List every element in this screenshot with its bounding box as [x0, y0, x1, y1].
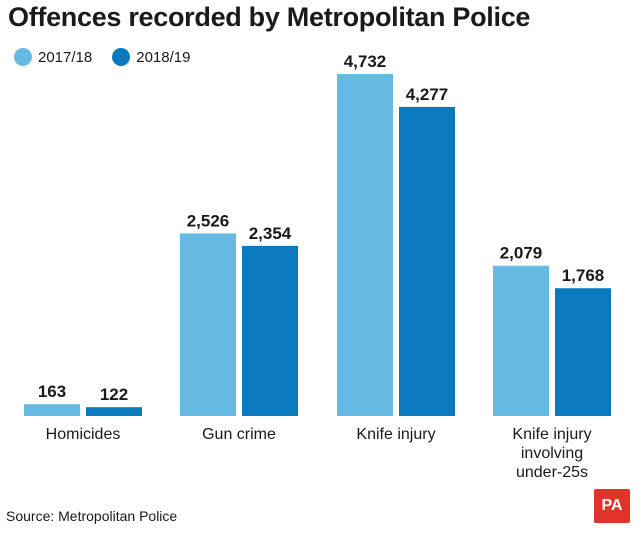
category-label-3-2: under-25s [516, 464, 588, 481]
legend-item-2018-19: 2018/19 [112, 48, 190, 66]
category-label-1-0: Gun crime [202, 426, 276, 443]
data-label-2-0: 4,732 [344, 52, 387, 71]
bar-0-0 [24, 404, 80, 416]
bar-3-0 [493, 265, 549, 416]
legend-label-2018-19: 2018/19 [136, 48, 191, 66]
source-note: Source: Metropolitan Police [6, 508, 178, 524]
legend-swatch-2018-19 [112, 48, 131, 66]
legend-label-2017-18: 2017/18 [38, 48, 93, 66]
data-label-0-0: 163 [38, 382, 66, 401]
category-label-3-0: Knife injury [512, 426, 591, 443]
bar-2-0 [337, 74, 393, 416]
bar-2-1 [399, 106, 455, 416]
bar-3-1 [555, 288, 611, 416]
data-label-1-0: 2,526 [187, 211, 230, 230]
category-label-0-0: Homicides [46, 426, 121, 443]
data-label-1-1: 2,354 [249, 224, 292, 243]
data-label-2-1: 4,277 [406, 85, 449, 104]
legend-swatch-2017-18 [14, 48, 32, 66]
legend-item-2017-18: 2017/18 [14, 48, 92, 66]
data-label-0-1: 122 [100, 385, 128, 404]
pa-logo: PA [594, 489, 630, 523]
data-label-3-0: 2,079 [500, 244, 543, 263]
chart-title: Offences recorded by Metropolitan Police [8, 2, 531, 32]
bar-0-1 [86, 407, 142, 416]
legend: 2017/18 2018/19 [14, 48, 210, 66]
data-label-3-1: 1,768 [562, 266, 605, 285]
bar-1-1 [242, 245, 298, 416]
bar-1-0 [180, 233, 236, 416]
category-label-2-0: Knife injury [356, 426, 435, 443]
category-label-3-1: involving [521, 445, 583, 462]
